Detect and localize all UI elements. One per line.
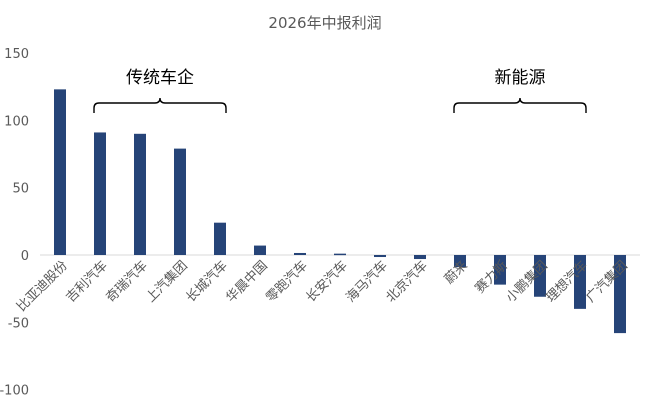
- y-tick-label: 100: [4, 114, 29, 129]
- y-tick-label: 50: [12, 182, 29, 197]
- bar: [494, 255, 506, 285]
- x-tick-label: 吉利汽车: [63, 258, 111, 306]
- chart-title: 2026年中报利润: [268, 14, 381, 32]
- bar: [574, 255, 586, 309]
- y-tick-label: 150: [4, 47, 29, 62]
- bar: [374, 255, 386, 258]
- group-annotations: 传统车企 新能源: [93, 68, 587, 113]
- bar: [174, 148, 186, 255]
- x-tick-label: 长城汽车: [183, 258, 231, 306]
- x-tick-label: 华晨中国: [223, 258, 270, 305]
- y-axis-ticks: 150 100 50 0 -50 -100: [0, 47, 29, 399]
- bar: [134, 133, 146, 255]
- bar: [214, 222, 226, 255]
- bar: [294, 252, 306, 255]
- bar: [454, 255, 466, 268]
- bar: [94, 132, 106, 255]
- x-tick-label: 北京汽车: [383, 258, 431, 306]
- bar: [254, 245, 266, 255]
- x-tick-label: 奇瑞汽车: [103, 258, 151, 306]
- x-tick-label: 上汽集团: [143, 258, 191, 306]
- bar: [614, 255, 626, 334]
- group-bracket: [453, 97, 587, 113]
- y-tick-label: 0: [21, 249, 29, 264]
- group-bracket: [93, 97, 227, 113]
- bar: [534, 255, 546, 297]
- bar: [334, 253, 346, 256]
- x-tick-label: 零跑汽车: [263, 258, 311, 306]
- x-tick-label: 长安汽车: [303, 258, 351, 306]
- y-tick-label: -50: [8, 316, 29, 331]
- x-tick-label: 比亚迪股份: [14, 258, 71, 315]
- group-label: 新能源: [495, 68, 546, 88]
- y-tick-label: -100: [0, 384, 29, 399]
- bars: [54, 89, 626, 334]
- group-label: 传统车企: [126, 68, 194, 88]
- x-tick-label: 海马汽车: [343, 258, 391, 306]
- bar: [414, 255, 426, 260]
- x-tick-label: 蔚来: [442, 258, 471, 287]
- bar: [54, 89, 66, 255]
